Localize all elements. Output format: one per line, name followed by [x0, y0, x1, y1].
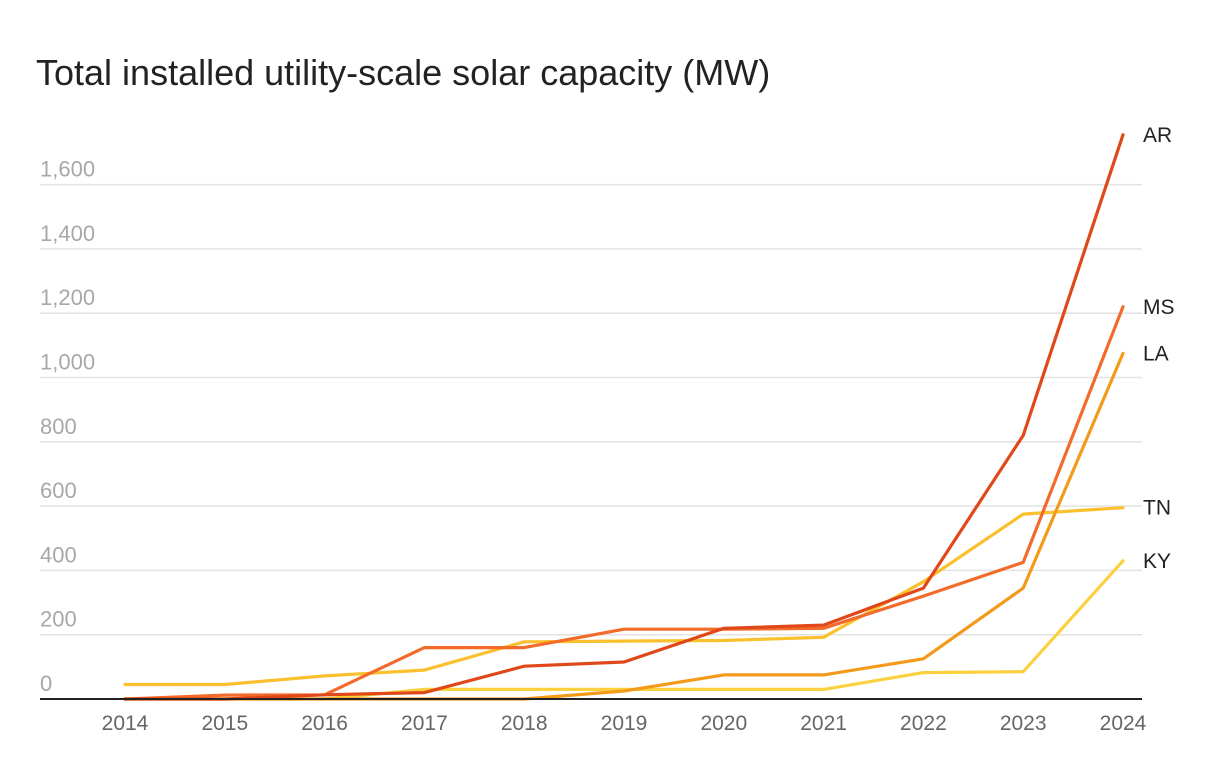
- x-tick-label: 2024: [1100, 712, 1147, 735]
- x-tick-label: 2023: [1000, 712, 1047, 735]
- x-tick-label: 2019: [601, 712, 648, 735]
- series-end-labels: AR MS LA TN KY: [1143, 124, 1175, 573]
- series-line-ar: [123, 133, 1125, 701]
- x-tick-label: 2020: [700, 712, 747, 735]
- y-tick-label: 1,000: [40, 350, 95, 375]
- x-axis-tick-labels: 2014 2015 2016 2017 2018 2019 2020 2021 2022 2023…: [102, 712, 1147, 735]
- y-tick-label: 600: [40, 478, 77, 503]
- y-tick-label: 1,200: [40, 285, 95, 310]
- x-tick-label: 2018: [501, 712, 548, 735]
- y-tick-label: 1,600: [40, 157, 95, 182]
- y-tick-label: 200: [40, 607, 77, 632]
- gridlines: [40, 183, 1142, 636]
- chart-title: Total installed utility-scale solar capa…: [36, 52, 771, 93]
- series-line-tn: [123, 506, 1125, 687]
- x-tick-label: 2016: [301, 712, 348, 735]
- x-tick-label: 2015: [201, 712, 248, 735]
- series-label-la: LA: [1143, 342, 1169, 365]
- series-line-la: [123, 351, 1125, 701]
- y-tick-label: 800: [40, 414, 77, 439]
- series-label-ky: KY: [1143, 550, 1171, 573]
- x-tick-label: 2017: [401, 712, 448, 735]
- series-label-ms: MS: [1143, 296, 1175, 319]
- x-tick-label: 2022: [900, 712, 947, 735]
- x-tick-label: 2021: [800, 712, 847, 735]
- series-lines: [123, 133, 1125, 701]
- series-label-ar: AR: [1143, 124, 1172, 147]
- y-axis-tick-labels: 0 200 400 600 800 1,000 1,200 1,400 1,600: [40, 157, 95, 696]
- x-tick-label: 2014: [102, 712, 149, 735]
- y-tick-label: 0: [40, 671, 52, 696]
- series-label-tn: TN: [1143, 497, 1171, 520]
- y-tick-label: 1,400: [40, 221, 95, 246]
- y-tick-label: 400: [40, 542, 77, 567]
